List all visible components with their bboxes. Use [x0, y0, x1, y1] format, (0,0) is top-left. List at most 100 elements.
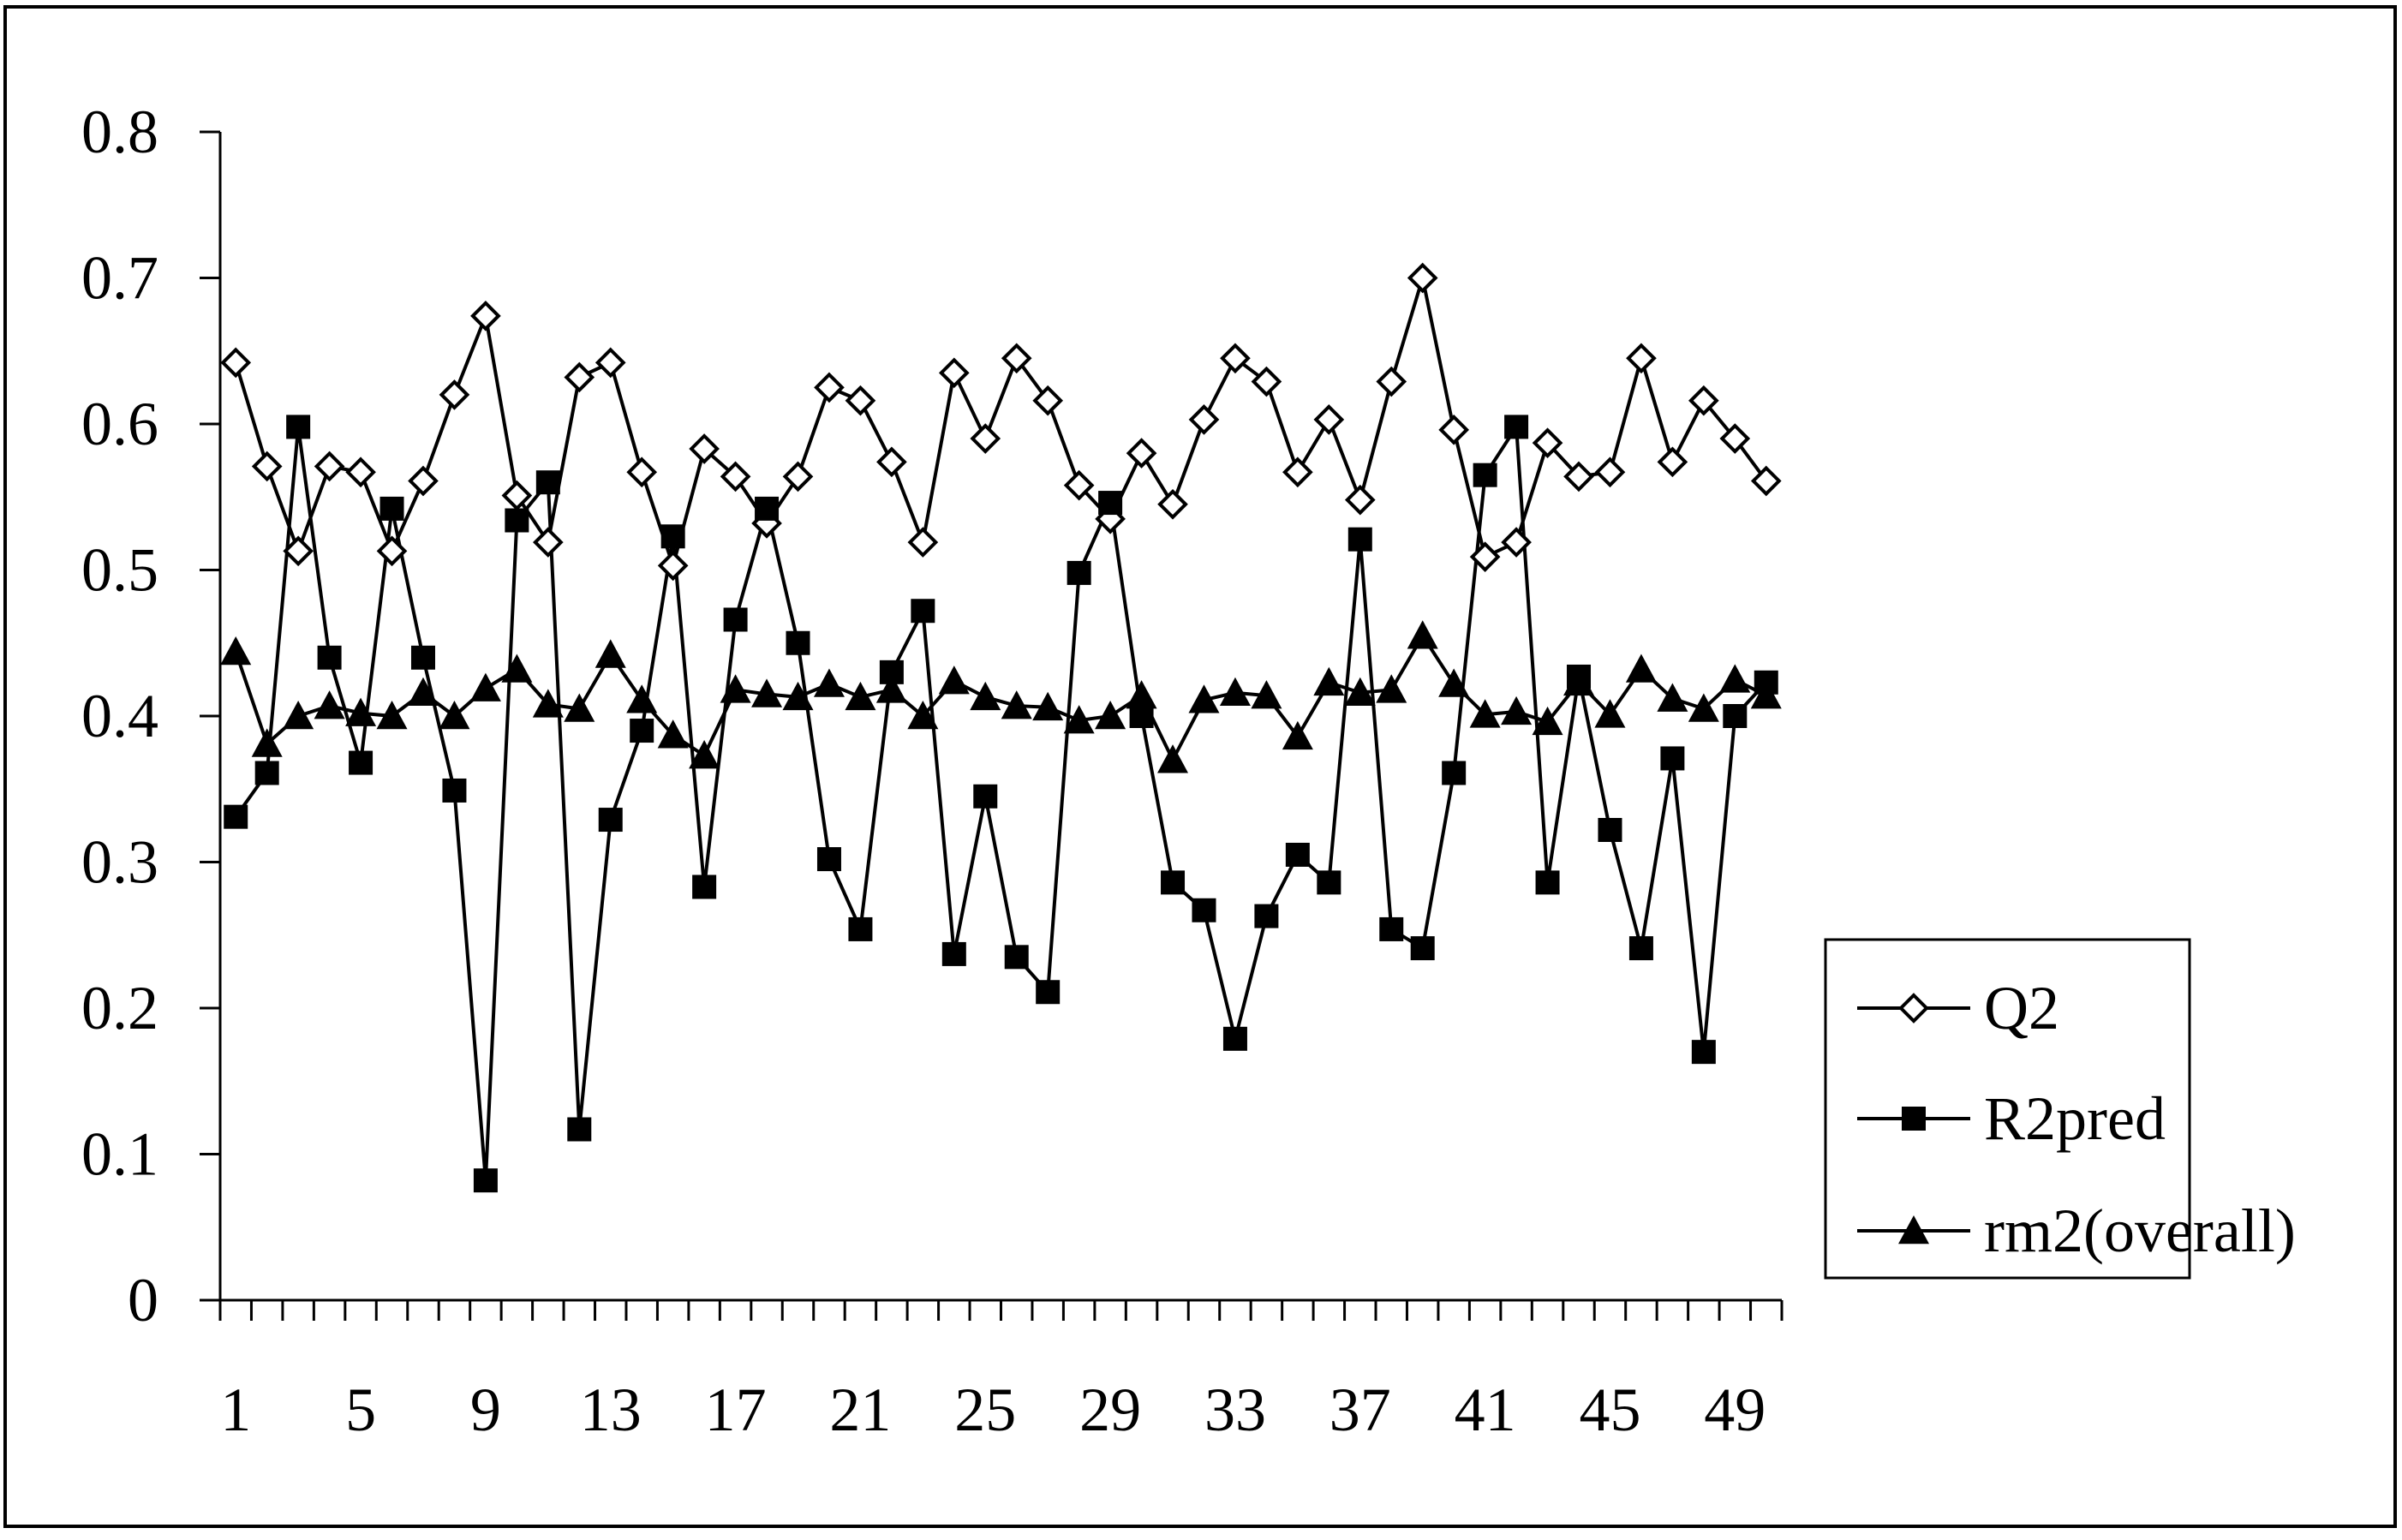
point-r2pred: [379, 496, 404, 521]
point-r2pred: [1347, 527, 1372, 552]
point-q2: [970, 423, 1001, 454]
point-rm2-overall: [469, 672, 501, 701]
x-tick-label: 49: [1704, 1376, 1766, 1444]
point-rm2-overall: [1657, 683, 1688, 712]
point-r2pred: [973, 784, 998, 809]
point-rm2-overall: [626, 684, 658, 713]
point-rm2-overall: [751, 678, 783, 707]
point-q2: [1688, 385, 1719, 416]
point-q2: [1220, 343, 1251, 374]
point-rm2-overall: [970, 681, 1001, 711]
x-tick-label: 33: [1204, 1376, 1266, 1444]
point-q2: [1532, 427, 1563, 458]
x-tick-label: 17: [705, 1376, 767, 1444]
point-r2pred: [317, 645, 342, 670]
point-q2: [814, 372, 845, 403]
point-r2pred: [1004, 945, 1029, 970]
point-r2pred: [1254, 904, 1279, 928]
point-rm2-overall: [1376, 674, 1407, 703]
point-rm2-overall: [1032, 691, 1064, 721]
point-q2: [720, 461, 751, 492]
x-tick-label: 9: [470, 1376, 501, 1444]
point-q2: [220, 347, 252, 379]
point-r2pred: [1535, 870, 1560, 895]
point-r2pred: [349, 750, 373, 775]
point-q2: [1407, 262, 1438, 294]
x-tick-label: 25: [954, 1376, 1016, 1444]
point-r2pred: [1723, 704, 1748, 728]
point-q2: [938, 357, 970, 389]
point-q2: [533, 527, 564, 558]
point-q2: [1251, 366, 1282, 397]
point-r2pred: [505, 508, 529, 533]
point-q2: [782, 461, 814, 492]
x-tick-label: 41: [1455, 1376, 1516, 1444]
y-tick-label: 0.4: [81, 682, 158, 750]
point-r2pred: [1410, 936, 1435, 961]
y-tick-label: 0.8: [81, 98, 158, 166]
point-q2: [1438, 414, 1469, 445]
point-q2: [1313, 404, 1345, 435]
point-r2pred: [1285, 842, 1310, 867]
point-r2pred: [473, 1168, 498, 1193]
point-q2: [251, 451, 283, 482]
point-q2: [657, 550, 689, 582]
point-r2pred: [1473, 463, 1497, 487]
point-q2: [626, 457, 658, 488]
point-q2: [1719, 423, 1751, 454]
point-q2: [314, 451, 345, 482]
point-r2pred: [692, 874, 717, 899]
point-rm2-overall: [875, 674, 907, 703]
point-r2pred: [1691, 1040, 1716, 1065]
point-r2pred: [1317, 870, 1341, 895]
point-r2pred: [1161, 870, 1186, 895]
y-tick-label: 0.7: [81, 244, 158, 313]
point-rm2-overall: [407, 677, 439, 707]
point-q2: [376, 535, 408, 567]
point-rm2-overall: [1063, 705, 1095, 734]
x-tick-label: 45: [1579, 1376, 1640, 1444]
point-rm2-overall: [1001, 690, 1032, 719]
point-q2: [1594, 457, 1626, 488]
point-r2pred: [816, 847, 841, 872]
point-rm2-overall: [1219, 677, 1251, 707]
point-rm2-overall: [689, 740, 720, 769]
point-q2: [907, 527, 939, 558]
point-r2pred: [254, 761, 279, 785]
point-q2: [1563, 461, 1594, 492]
point-r2pred: [1442, 761, 1467, 785]
point-q2: [1188, 404, 1220, 435]
point-q2: [876, 446, 907, 478]
x-tick-label: 37: [1329, 1376, 1391, 1444]
point-r2pred: [535, 470, 560, 495]
point-rm2-overall: [220, 636, 252, 666]
point-rm2-overall: [907, 701, 939, 730]
point-r2pred: [911, 599, 935, 624]
point-rm2-overall: [1750, 680, 1782, 709]
point-rm2-overall: [1282, 720, 1313, 750]
point-q2: [1001, 343, 1032, 374]
point-q2: [283, 535, 314, 567]
point-rm2-overall: [938, 666, 970, 695]
point-rm2-overall: [283, 701, 314, 730]
point-r2pred: [848, 916, 873, 941]
y-tick-label: 0.2: [81, 974, 158, 1042]
point-rm2-overall: [845, 681, 876, 711]
point-q2: [345, 457, 376, 488]
point-rm2-overall: [1251, 680, 1282, 709]
y-tick-label: 0.6: [81, 390, 158, 458]
point-r2pred: [598, 808, 623, 833]
legend-marker-rm2-overall: [1898, 1215, 1929, 1245]
point-rm2-overall: [1095, 701, 1126, 730]
point-r2pred: [442, 778, 467, 803]
point-rm2-overall: [1126, 680, 1157, 709]
point-r2pred: [1628, 936, 1653, 961]
point-rm2-overall: [813, 668, 845, 697]
point-rm2-overall: [1344, 677, 1376, 707]
legend-label-rm2-overall: rm2(overall): [1984, 1197, 2296, 1265]
point-r2pred: [1598, 817, 1622, 842]
point-q2: [470, 301, 501, 331]
point-q2: [1157, 488, 1188, 520]
point-r2pred: [1067, 560, 1091, 585]
